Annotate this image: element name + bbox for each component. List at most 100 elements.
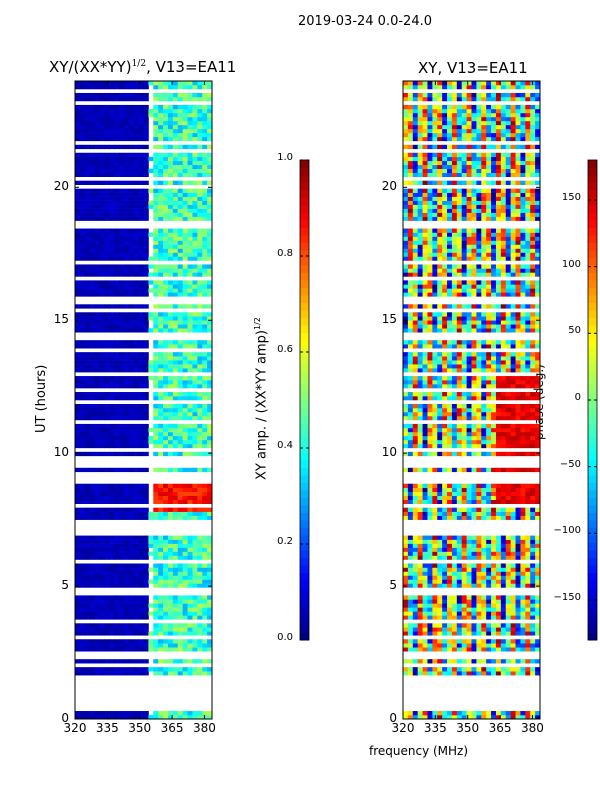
heatmap-cell (407, 671, 414, 676)
heatmap-cell (167, 571, 174, 576)
heatmap-cell (417, 611, 423, 616)
heatmap-cell (84, 136, 91, 142)
heatmap-cell (403, 711, 409, 716)
heatmap-cell (143, 132, 149, 138)
heatmap-cell (207, 575, 213, 580)
heatmap-cell (148, 511, 154, 516)
heatmap-cell (123, 160, 130, 166)
heatmap-cell (207, 248, 213, 253)
heatmap-cell (481, 563, 487, 568)
heatmap-cell (177, 599, 184, 604)
heatmap-cell (99, 535, 105, 540)
heatmap-cell (84, 575, 91, 580)
heatmap-cell (75, 160, 81, 166)
heatmap-cell (505, 483, 512, 489)
heatmap-cell (486, 423, 492, 429)
heatmap-cell (99, 192, 105, 197)
heatmap-cell (89, 595, 95, 600)
heatmap-cell (167, 583, 174, 588)
heatmap-cell (427, 344, 433, 349)
heatmap-cell (520, 639, 526, 644)
heatmap-cell (417, 368, 423, 373)
heatmap-cell (114, 132, 120, 138)
heatmap-cell (148, 288, 154, 293)
heatmap-cell (491, 392, 497, 397)
heatmap-cell (158, 216, 164, 221)
heatmap-cell (138, 268, 144, 273)
heatmap-cell (172, 92, 179, 98)
heatmap-cell (177, 396, 184, 401)
heatmap-cell (530, 292, 536, 297)
heatmap-cell (192, 647, 198, 652)
heatmap-cell (123, 144, 130, 150)
heatmap-cell (500, 344, 507, 349)
heatmap-cell (476, 539, 482, 544)
heatmap-cell (432, 288, 438, 293)
heatmap-cell (510, 555, 516, 560)
heatmap-cell (427, 451, 433, 457)
heatmap-cell (437, 535, 443, 540)
heatmap-cell (192, 132, 198, 138)
heatmap-cell (495, 376, 502, 381)
heatmap-cell (451, 304, 458, 309)
heatmap-cell (89, 667, 95, 672)
heatmap-cell (510, 643, 516, 648)
heatmap-cell (197, 403, 203, 409)
heatmap-cell (535, 352, 541, 357)
heatmap-cell (427, 543, 433, 548)
heatmap-cell (123, 439, 130, 445)
heatmap-cell (437, 603, 443, 608)
heatmap-cell (451, 567, 458, 572)
heatmap-cell (167, 136, 174, 142)
heatmap-cell (417, 607, 423, 612)
heatmap-cell (407, 324, 414, 329)
heatmap-cell (187, 328, 193, 333)
heatmap-cell (530, 356, 536, 361)
heatmap-cell (442, 515, 448, 520)
heatmap-cell (495, 407, 502, 413)
heatmap-cell (79, 228, 86, 233)
heatmap-cell (94, 236, 100, 241)
heatmap-cell (109, 711, 115, 716)
heatmap-cell (403, 312, 409, 317)
heatmap-cell (442, 611, 448, 616)
heatmap-cell (451, 491, 458, 496)
heatmap-cell (407, 288, 414, 293)
heatmap-cell (422, 535, 428, 540)
heatmap-cell (84, 380, 91, 385)
heatmap-cell (500, 547, 507, 552)
heatmap-cell (442, 495, 448, 500)
heatmap-cell (89, 599, 95, 604)
heatmap-cell (119, 671, 125, 676)
heatmap-cell (437, 671, 443, 676)
heatmap-cell (177, 411, 184, 417)
heatmap-cell (407, 515, 414, 520)
heatmap-cell (510, 671, 516, 676)
heatmap-cell (476, 467, 482, 473)
heatmap-cell (505, 439, 512, 445)
heatmap-cell (447, 583, 453, 588)
heatmap-cell (123, 380, 130, 385)
heatmap-cell (437, 555, 443, 560)
heatmap-cell (148, 368, 154, 373)
heatmap-cell (197, 715, 203, 720)
heatmap-cell (486, 579, 492, 584)
heatmap-cell (79, 487, 86, 493)
heatmap-cell (138, 511, 144, 516)
heatmap-cell (167, 631, 174, 636)
heatmap-cell (495, 563, 502, 568)
heatmap-cell (447, 324, 453, 329)
heatmap-cell (422, 360, 428, 365)
heatmap-cell (442, 467, 448, 473)
heatmap-cell (187, 144, 193, 150)
heatmap-cell (79, 623, 86, 628)
heatmap-cell (187, 264, 193, 269)
heatmap-cell (515, 495, 521, 500)
figure-suptitle: 2019-03-24 0.0-24.0 (298, 14, 432, 29)
heatmap-cell (197, 284, 203, 289)
heatmap-cell (158, 631, 164, 636)
heatmap-cell (192, 627, 198, 632)
heatmap-cell (128, 368, 135, 373)
heatmap-cell (520, 627, 526, 632)
heatmap-cell (202, 487, 208, 493)
